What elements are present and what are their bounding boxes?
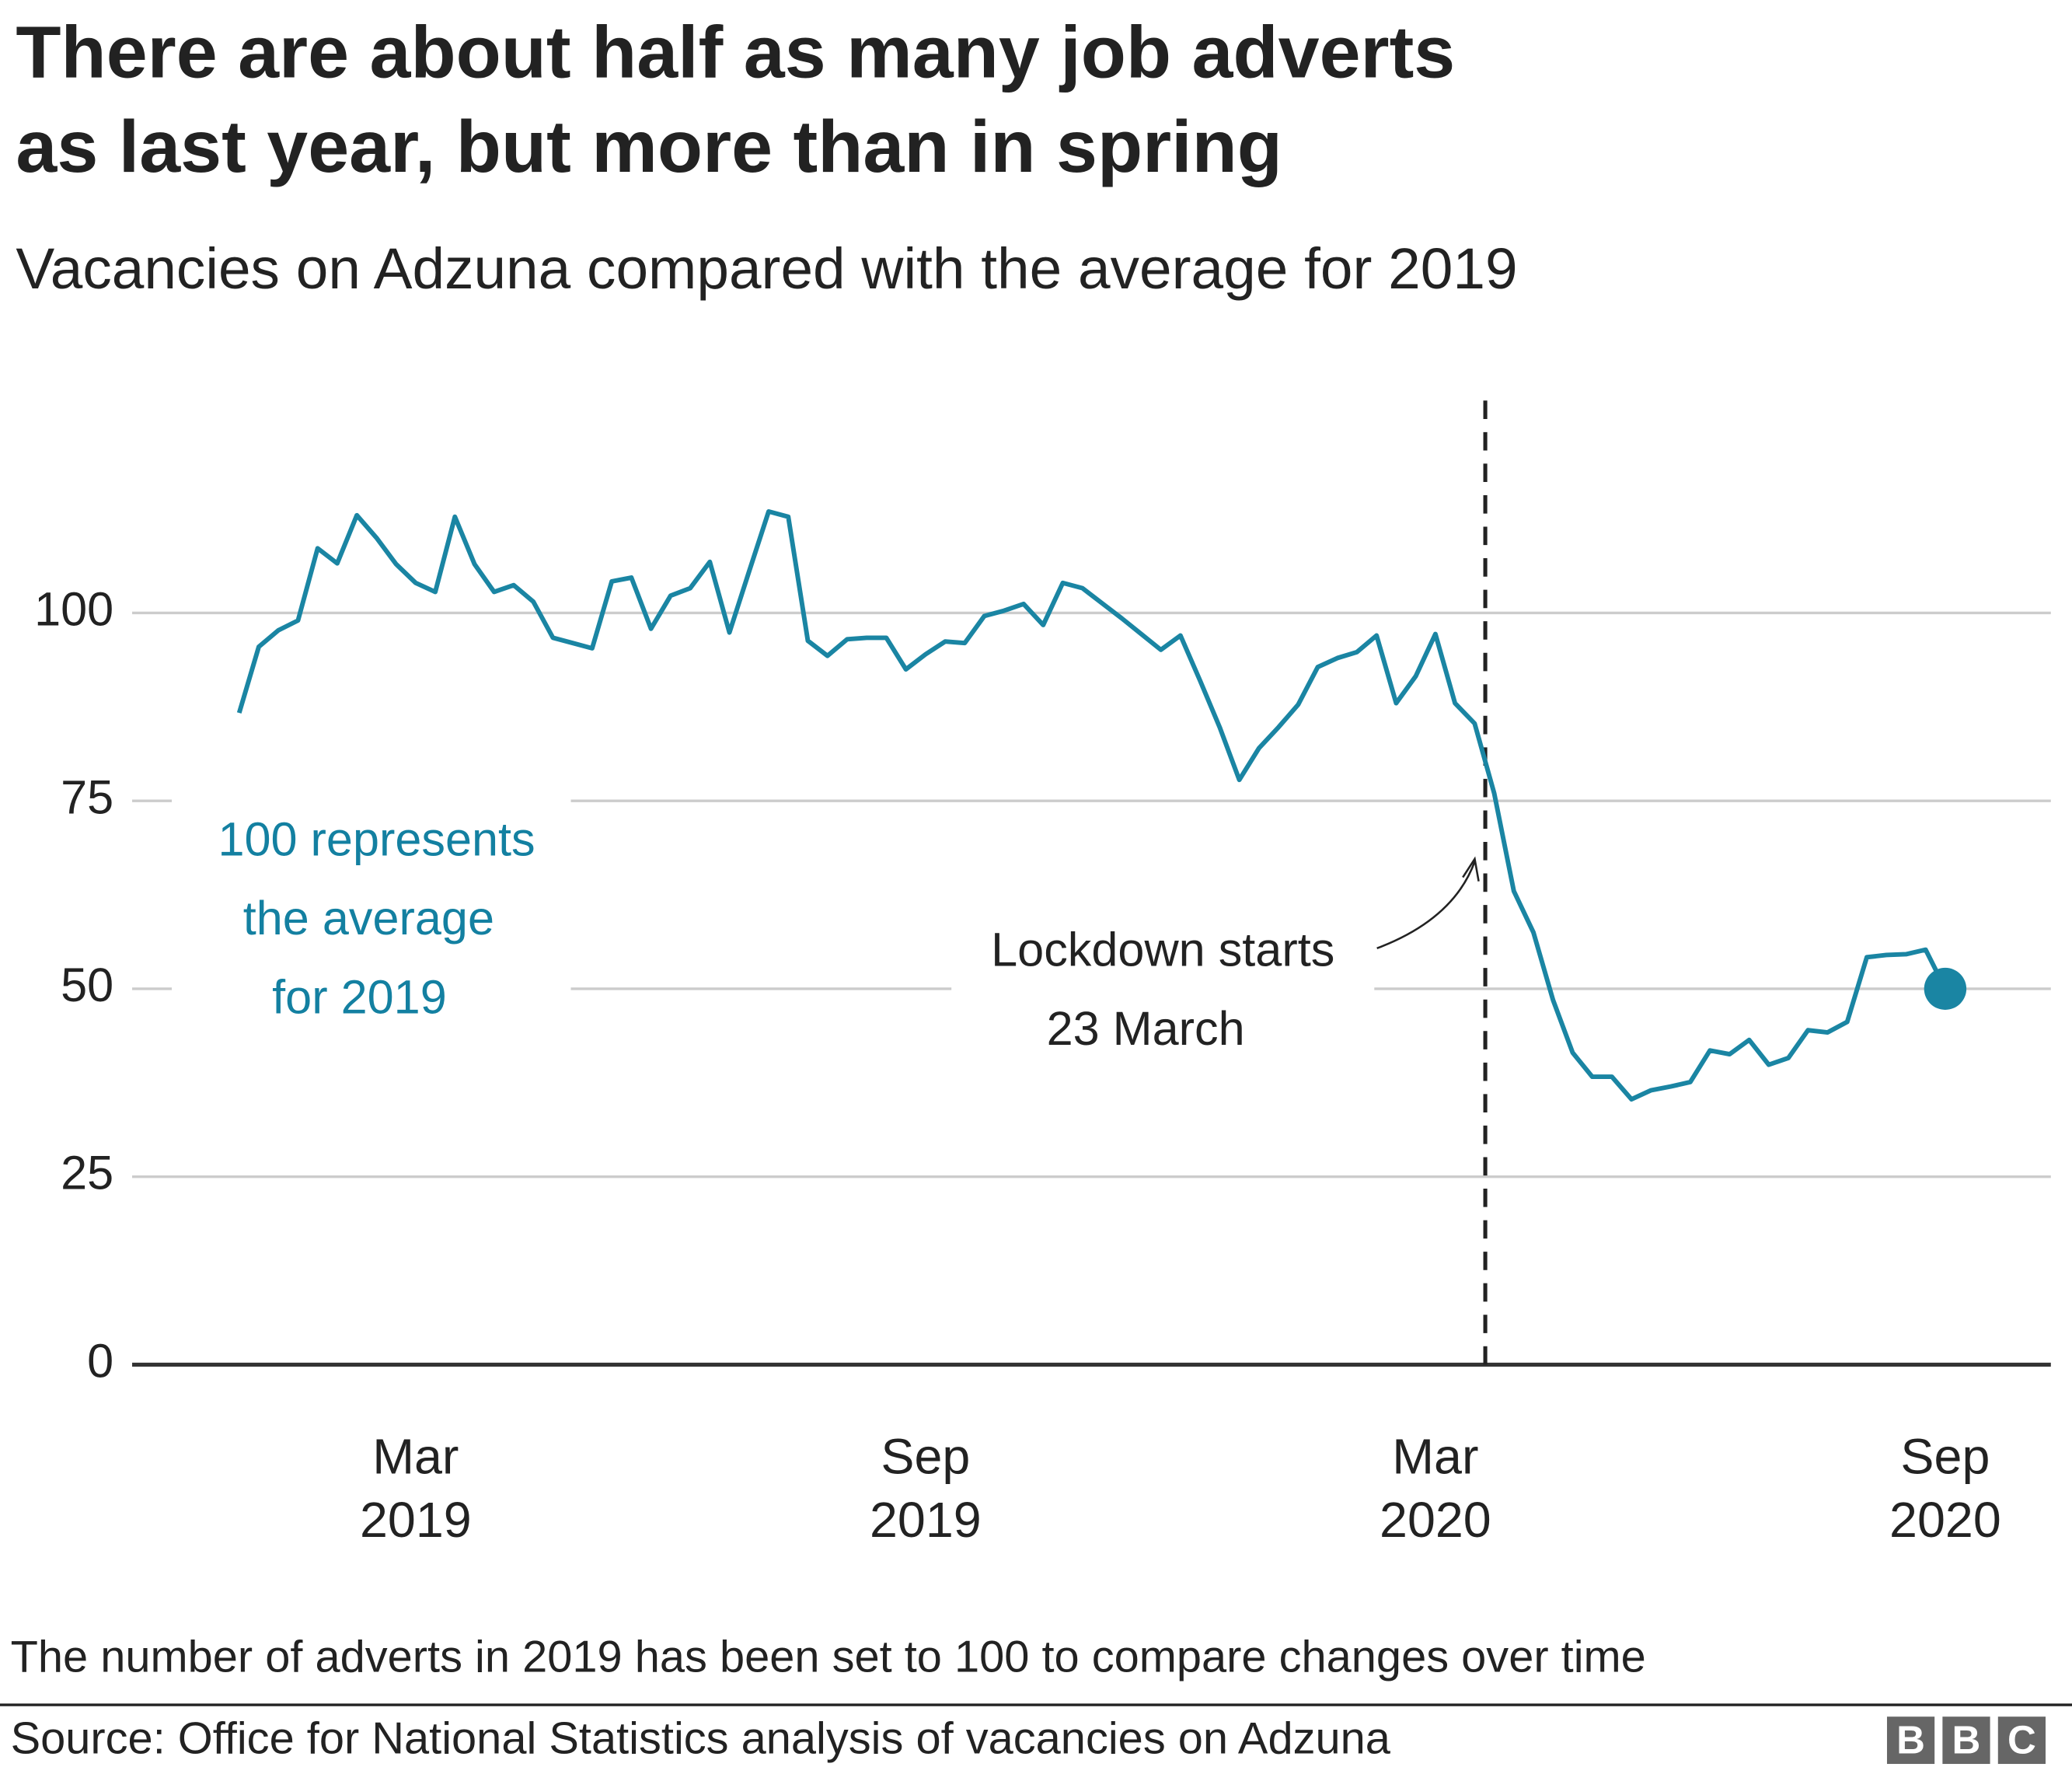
y-tick-label: 100	[34, 583, 113, 636]
annotation: for 2019	[272, 971, 447, 1024]
source: Source: Office for National Statistics a…	[11, 1714, 1391, 1764]
x-tick-label: Mar	[1392, 1429, 1478, 1485]
annotation: Lockdown starts	[991, 924, 1334, 976]
y-tick-label: 25	[61, 1147, 113, 1200]
annotation: 23 March	[1047, 1002, 1245, 1055]
svg-text:C: C	[2007, 1718, 2036, 1762]
x-tick-label: Sep	[881, 1429, 970, 1485]
x-tick-label: 2019	[870, 1492, 982, 1548]
title-line: There are about half as many job adverts	[16, 12, 1455, 94]
x-tick-label: Sep	[1900, 1429, 1990, 1485]
label-bg	[951, 906, 1375, 1075]
subtitle: Vacancies on Adzuna compared with the av…	[16, 236, 1517, 301]
annotation: 100 represents	[218, 813, 535, 866]
annotation-arrow	[1376, 861, 1476, 950]
y-tick-label: 50	[61, 959, 113, 1011]
x-tick-label: 2020	[1889, 1492, 2001, 1548]
x-tick-label: Mar	[372, 1429, 459, 1485]
note: The number of adverts in 2019 has been s…	[11, 1633, 1646, 1682]
bbc-logo: B B C	[1886, 1716, 2046, 1765]
y-tick-label: 0	[87, 1335, 113, 1388]
arrow-head	[1462, 856, 1480, 882]
svg-text:B: B	[1952, 1718, 1981, 1762]
svg-text:B: B	[1896, 1718, 1925, 1762]
title-line: as last year, but more than in spring	[16, 106, 1282, 188]
x-tick-label: 2019	[360, 1492, 472, 1548]
y-tick-label: 75	[61, 770, 113, 823]
label-bg	[172, 787, 571, 1038]
x-tick-label: 2020	[1380, 1492, 1491, 1548]
end-point	[1924, 967, 1967, 1010]
series-line	[236, 508, 1948, 1102]
annotation: the average	[243, 892, 494, 945]
